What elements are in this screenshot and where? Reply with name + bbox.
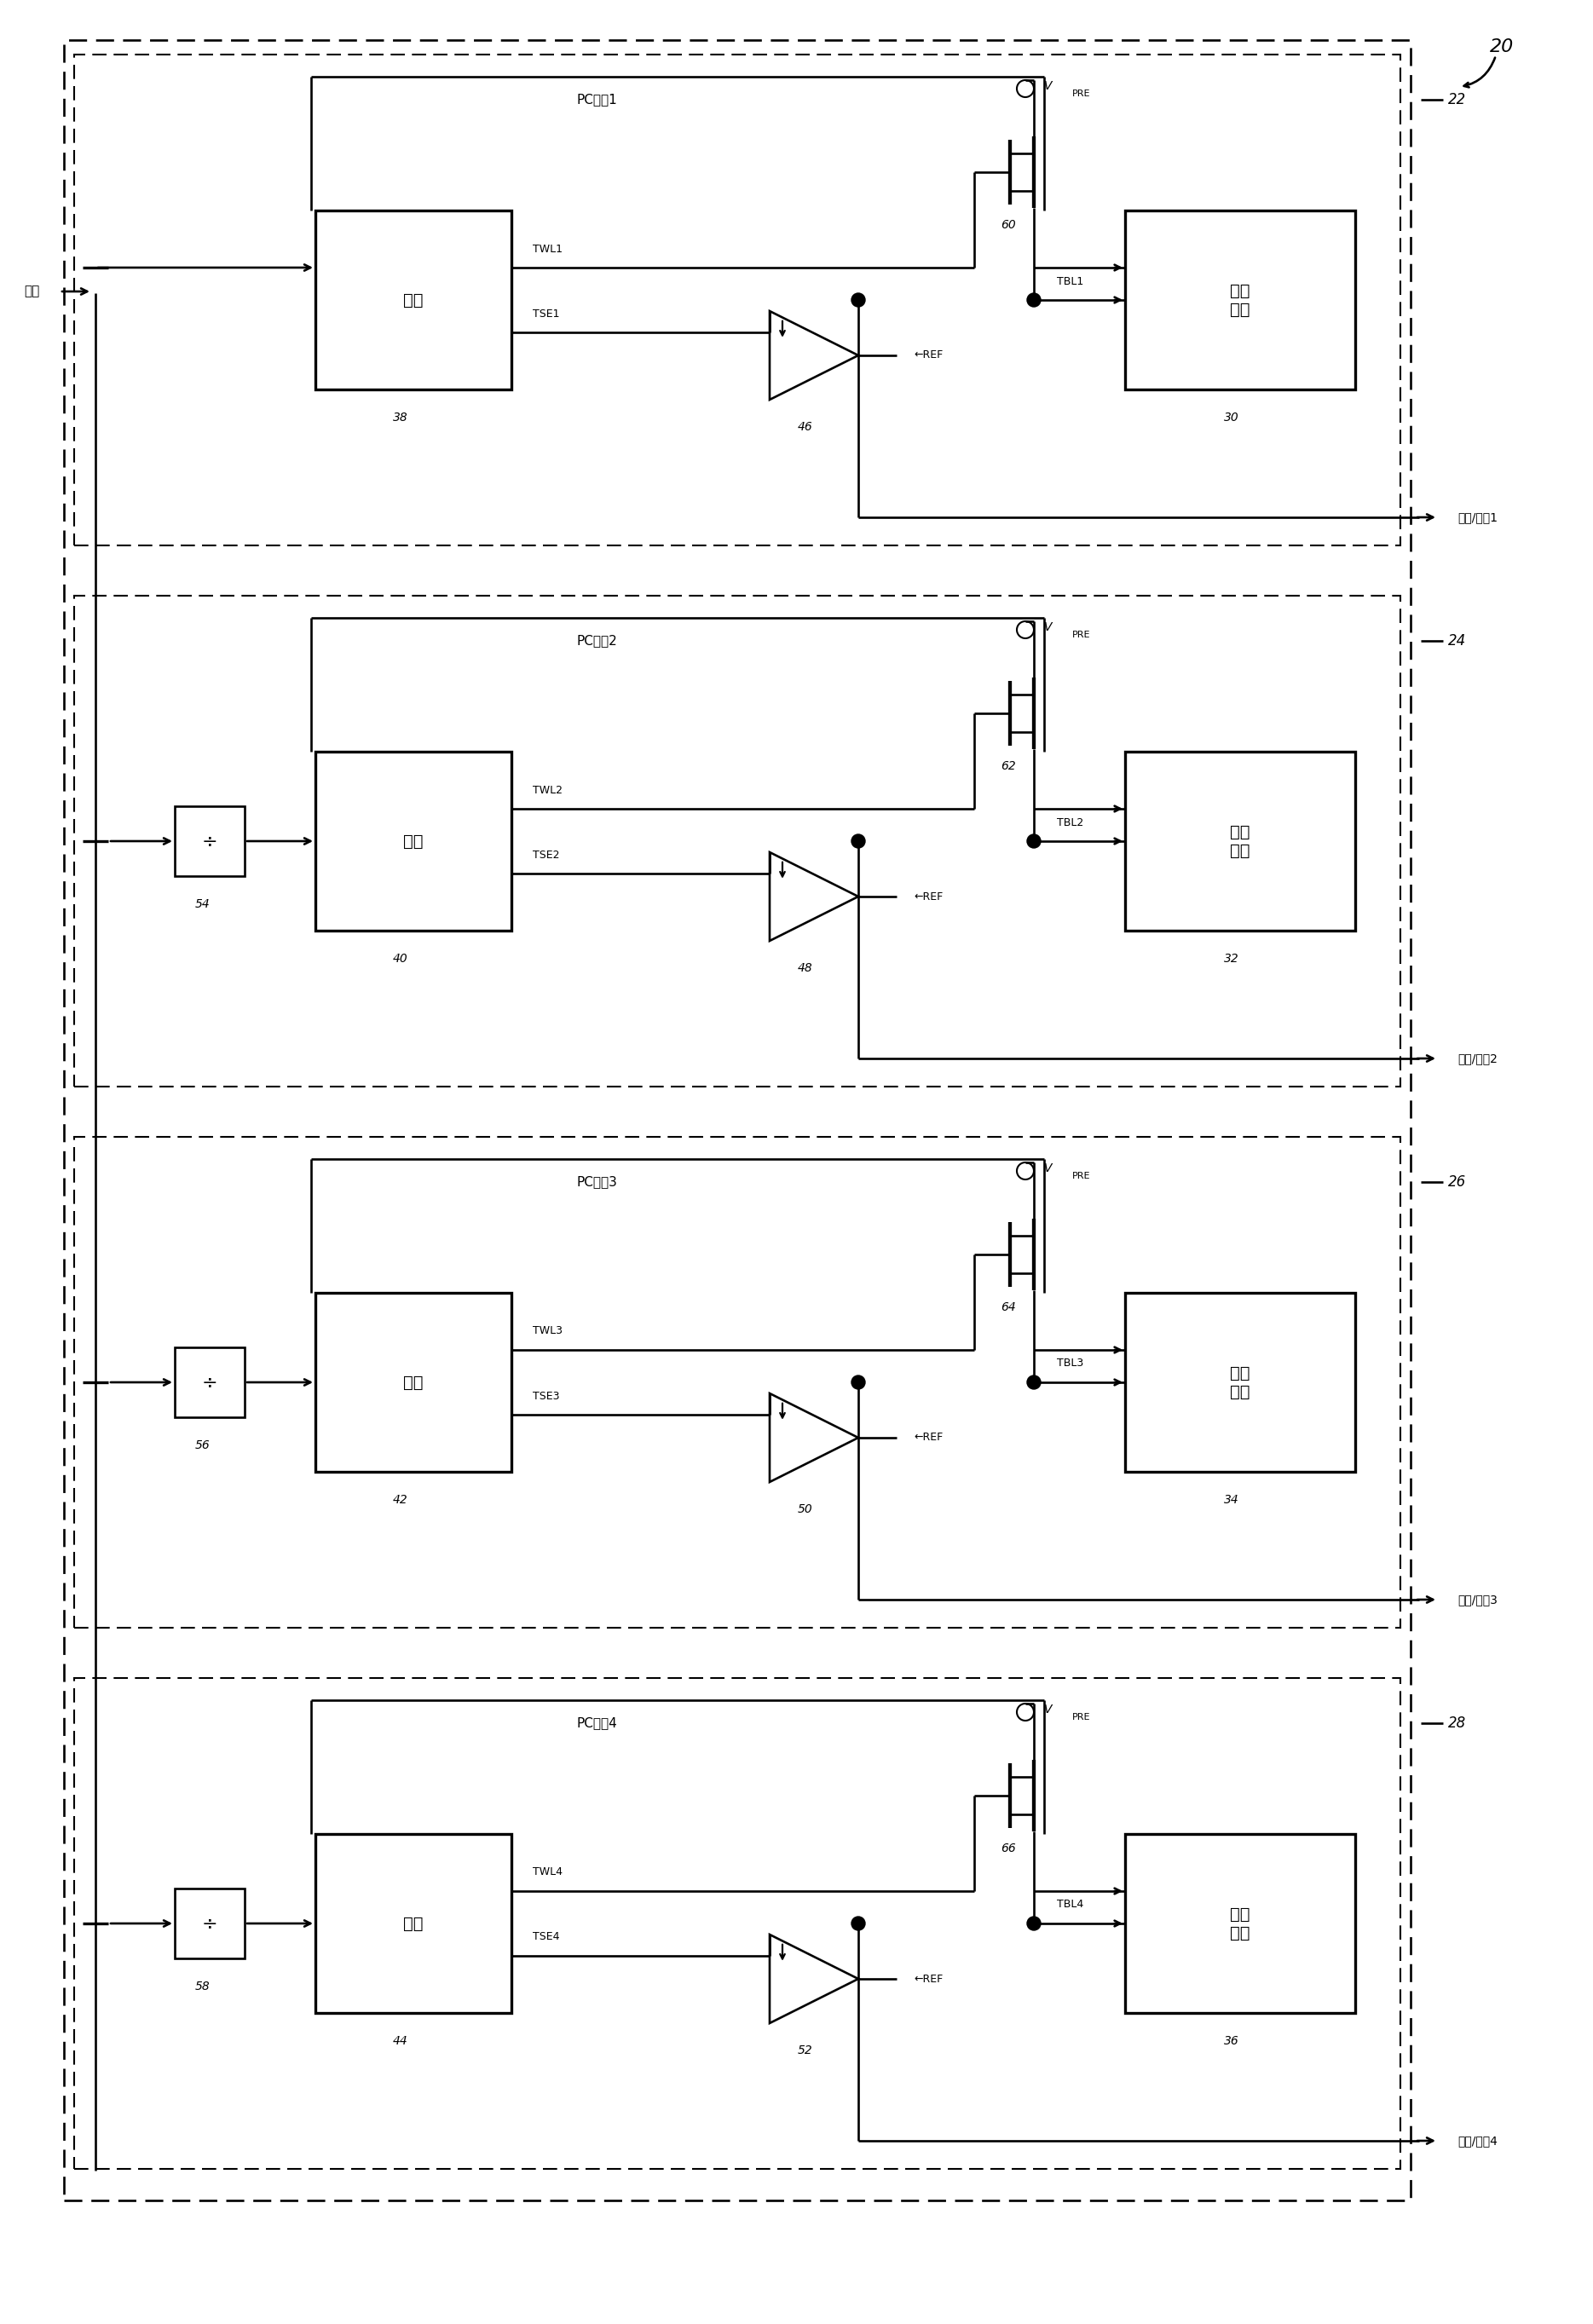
Text: V: V (1043, 621, 1053, 632)
Text: 控制: 控制 (403, 832, 424, 848)
Text: TSE2: TSE2 (532, 848, 559, 860)
Text: 测试
单元: 测试 单元 (1230, 1906, 1251, 1941)
Text: 58: 58 (196, 1980, 210, 1992)
Text: PC控制4: PC控制4 (577, 1717, 616, 1729)
Text: 48: 48 (798, 962, 812, 974)
Text: 34: 34 (1223, 1494, 1239, 1506)
Text: 控制: 控制 (403, 1915, 424, 1931)
Text: 60: 60 (1000, 218, 1016, 230)
Text: PRE: PRE (1072, 630, 1091, 639)
Text: 40: 40 (393, 953, 408, 964)
Bar (1125, 1292, 1356, 1471)
Bar (75, 595, 1400, 1088)
Text: 通过/失败2: 通过/失败2 (1458, 1053, 1497, 1064)
Text: 38: 38 (393, 411, 408, 423)
Text: 32: 32 (1223, 953, 1239, 964)
Circle shape (1027, 1376, 1040, 1390)
Text: PC控制1: PC控制1 (577, 93, 616, 107)
Bar (75, 1136, 1400, 1627)
Text: ÷: ÷ (202, 832, 218, 851)
Text: 控制: 控制 (403, 1373, 424, 1390)
Text: 通过/失败1: 通过/失败1 (1458, 511, 1497, 523)
Text: ÷: ÷ (202, 1373, 218, 1390)
Text: V: V (1043, 79, 1053, 93)
Bar (1125, 211, 1356, 390)
Text: 30: 30 (1223, 411, 1239, 423)
Text: TBL3: TBL3 (1056, 1357, 1083, 1369)
Bar (315, 1292, 511, 1471)
Text: 62: 62 (1000, 760, 1016, 772)
Text: 测试
单元: 测试 单元 (1230, 1364, 1251, 1399)
Text: 44: 44 (393, 2036, 408, 2047)
Text: PRE: PRE (1072, 91, 1091, 98)
Text: 54: 54 (196, 899, 210, 911)
Bar (315, 751, 511, 930)
Text: 28: 28 (1448, 1715, 1467, 1731)
Text: 测试
单元: 测试 单元 (1230, 823, 1251, 858)
Bar (315, 211, 511, 390)
Text: TWL4: TWL4 (532, 1866, 562, 1878)
Bar (175, 1348, 245, 1418)
Bar (75, 1678, 1400, 2168)
Circle shape (852, 1917, 865, 1931)
Text: TBL1: TBL1 (1056, 277, 1083, 286)
Text: TSE3: TSE3 (532, 1390, 559, 1401)
Text: ←REF: ←REF (914, 1973, 943, 1985)
Circle shape (852, 293, 865, 307)
Text: TSE1: TSE1 (532, 309, 559, 318)
Bar (1125, 751, 1356, 930)
Circle shape (852, 1376, 865, 1390)
Text: PC控制2: PC控制2 (577, 634, 616, 648)
Text: PRE: PRE (1072, 1713, 1091, 1722)
Text: TSE4: TSE4 (532, 1931, 559, 1943)
Text: ÷: ÷ (202, 1915, 218, 1931)
Text: 46: 46 (798, 421, 812, 432)
Text: 50: 50 (798, 1504, 812, 1515)
Text: ←REF: ←REF (914, 351, 943, 360)
Text: 66: 66 (1000, 1843, 1016, 1855)
Text: 56: 56 (196, 1439, 210, 1450)
Text: 52: 52 (798, 2045, 812, 2057)
Text: ←REF: ←REF (914, 1432, 943, 1443)
Text: 20: 20 (1489, 40, 1513, 56)
Bar (1125, 1834, 1356, 2013)
Text: 通过/失败4: 通过/失败4 (1458, 2136, 1497, 2147)
Text: 时钟: 时钟 (24, 286, 40, 297)
Text: 42: 42 (393, 1494, 408, 1506)
Text: V: V (1043, 1703, 1053, 1715)
Text: 测试
单元: 测试 单元 (1230, 284, 1251, 318)
Text: 26: 26 (1448, 1174, 1467, 1190)
Bar (75, 53, 1400, 546)
Bar (64, 40, 1411, 2201)
Text: TBL2: TBL2 (1056, 816, 1083, 827)
Text: 24: 24 (1448, 632, 1467, 648)
Text: TWL1: TWL1 (532, 244, 562, 253)
Text: PC控制3: PC控制3 (577, 1176, 616, 1188)
Bar (175, 806, 245, 876)
Circle shape (1027, 293, 1040, 307)
Text: 22: 22 (1448, 93, 1467, 107)
Text: 控制: 控制 (403, 293, 424, 309)
Text: TBL4: TBL4 (1056, 1899, 1083, 1910)
Circle shape (1027, 834, 1040, 848)
Text: TWL3: TWL3 (532, 1325, 562, 1336)
Circle shape (1027, 1917, 1040, 1931)
Text: PRE: PRE (1072, 1171, 1091, 1181)
Text: TWL2: TWL2 (532, 786, 562, 795)
Bar (175, 1889, 245, 1959)
Bar (315, 1834, 511, 2013)
Text: 36: 36 (1223, 2036, 1239, 2047)
Text: 通过/失败3: 通过/失败3 (1458, 1594, 1497, 1606)
Circle shape (852, 834, 865, 848)
Text: ←REF: ←REF (914, 890, 943, 902)
Text: 64: 64 (1000, 1301, 1016, 1313)
Text: V: V (1043, 1162, 1053, 1174)
